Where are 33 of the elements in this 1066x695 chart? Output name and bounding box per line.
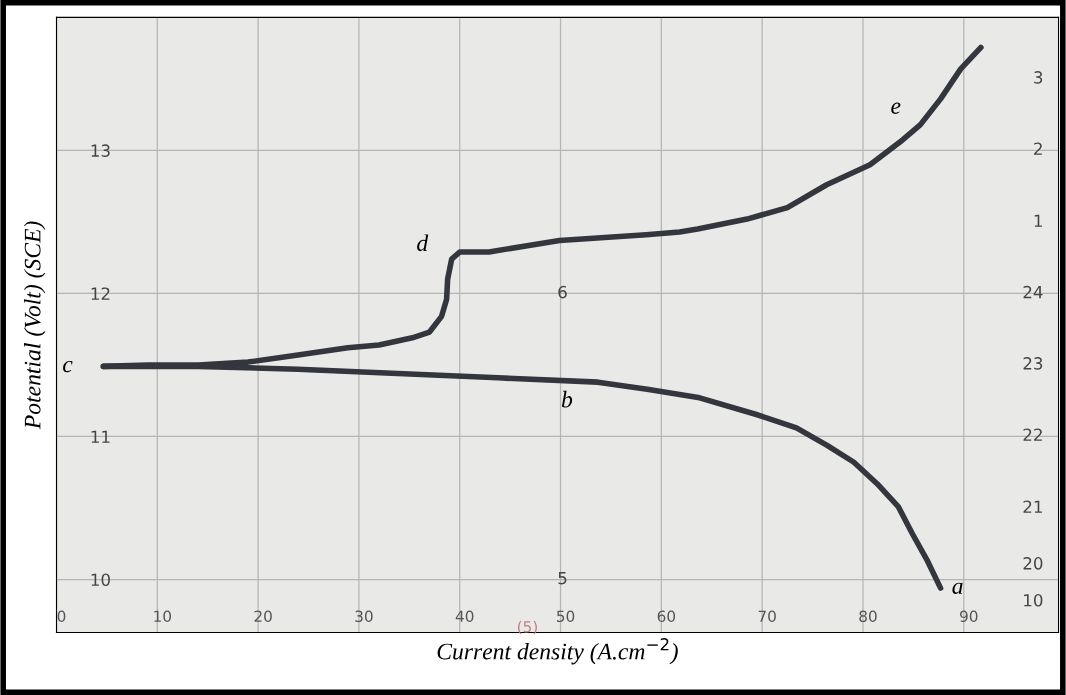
annotation: a bbox=[952, 582, 963, 595]
annotation: 1 bbox=[1034, 214, 1042, 227]
y-tick-label: 11 bbox=[91, 430, 110, 443]
annotation: 3 bbox=[1034, 71, 1043, 84]
annotation: 2 bbox=[1034, 142, 1042, 155]
annotation: (5) bbox=[517, 620, 537, 635]
annotation: 23 bbox=[1023, 357, 1043, 370]
x-tick-label: 0 bbox=[57, 610, 66, 623]
annotation: 20 bbox=[1023, 557, 1043, 570]
annotation: d bbox=[417, 234, 429, 252]
annotation: 6 bbox=[558, 285, 567, 299]
annotation: c bbox=[63, 360, 73, 373]
y-axis-title: Potential (Volt) (SCE) bbox=[23, 221, 46, 430]
x-tick-label: 90 bbox=[960, 610, 978, 623]
x-tick-label: 10 bbox=[154, 610, 172, 623]
y-tick-label: 12 bbox=[91, 287, 110, 300]
annotation: 10 bbox=[1024, 593, 1043, 607]
x-tick-label: 60 bbox=[657, 610, 676, 623]
x-axis-title: Current density (A.cm$^{−2}$) bbox=[437, 638, 678, 665]
x-tick-label: 80 bbox=[859, 610, 877, 623]
x-tick-label: 50 bbox=[557, 610, 575, 623]
annotation: 21 bbox=[1023, 500, 1042, 513]
x-tick-label: 70 bbox=[758, 610, 776, 623]
x-tick-label: 40 bbox=[455, 610, 474, 623]
x-tick-label: 30 bbox=[355, 610, 373, 623]
annotation: e bbox=[891, 102, 901, 114]
y-tick-label: 13 bbox=[91, 144, 110, 157]
annotation: 24 bbox=[1023, 285, 1043, 299]
y-tick-label: 10 bbox=[91, 573, 110, 587]
annotation: 5 bbox=[558, 572, 567, 585]
x-tick-label: 20 bbox=[254, 610, 272, 623]
annotation: b bbox=[561, 390, 573, 408]
annotation: 22 bbox=[1023, 428, 1042, 441]
